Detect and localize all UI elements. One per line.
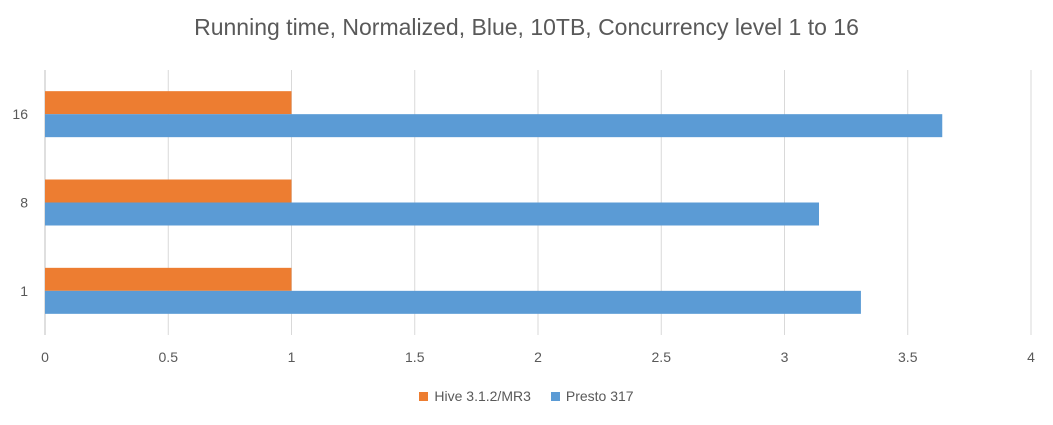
x-tick-label: 3.5	[898, 349, 918, 365]
x-tick-label: 1	[288, 349, 296, 365]
x-tick-label: 3	[781, 349, 789, 365]
bar-presto-8	[45, 202, 820, 226]
x-tick-label: 4	[1027, 349, 1035, 365]
y-tick-label: 8	[20, 195, 28, 211]
y-tick-label: 16	[12, 106, 28, 122]
y-tick-label: 1	[20, 283, 28, 299]
bar-hive-1	[45, 267, 292, 291]
x-tick-label: 0.5	[159, 349, 179, 365]
x-tick-label: 0	[41, 349, 49, 365]
bar-presto-1	[45, 290, 861, 314]
x-tick-label: 1.5	[405, 349, 425, 365]
bar-hive-16	[45, 91, 292, 115]
legend-swatch-hive	[419, 391, 429, 401]
legend-label-hive: Hive 3.1.2/MR3	[434, 388, 531, 404]
legend-item-presto: Presto 317	[550, 388, 634, 404]
legend-label-presto: Presto 317	[565, 388, 634, 404]
legend-item-hive: Hive 3.1.2/MR3	[419, 388, 531, 404]
legend-swatch-presto	[550, 391, 560, 401]
x-tick-label: 2	[534, 349, 542, 365]
legend: Hive 3.1.2/MR3 Presto 317	[0, 388, 1053, 404]
chart-title: Running time, Normalized, Blue, 10TB, Co…	[194, 14, 859, 40]
x-tick-label: 2.5	[652, 349, 672, 365]
bar-presto-16	[45, 114, 943, 138]
bar-hive-8	[45, 179, 292, 203]
